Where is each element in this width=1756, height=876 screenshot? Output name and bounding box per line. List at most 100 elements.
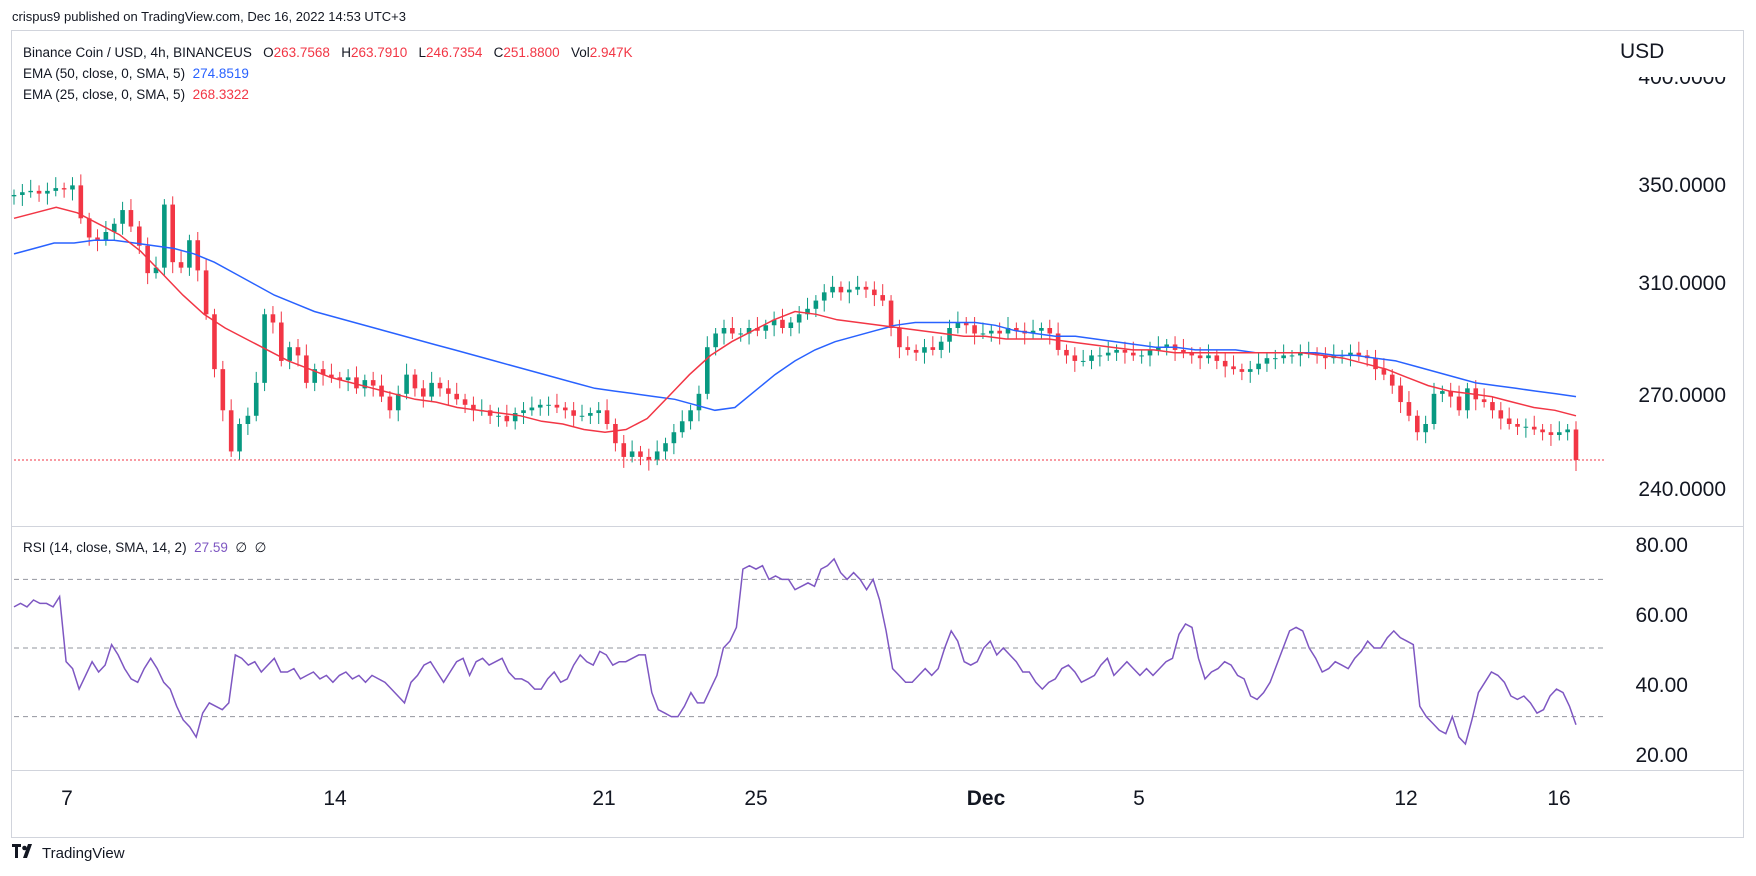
ema50-legend[interactable]: EMA (50, close, 0, SMA, 5) 274.8519 (23, 66, 249, 81)
price-tick-240: 240.0000 (1638, 478, 1726, 501)
candle-body (28, 190, 34, 193)
candle-body (1523, 426, 1529, 428)
candle-body (1465, 388, 1470, 411)
candle-body (562, 407, 568, 411)
volume-value: 2.947K (589, 45, 633, 60)
candle-body (638, 451, 643, 457)
candle-body (1264, 358, 1270, 364)
candle-body (103, 232, 109, 241)
x-tick-25: 25 (744, 787, 768, 810)
candle-body (212, 314, 217, 370)
candle-body (446, 388, 451, 394)
candle-body (20, 192, 25, 195)
candle-body (454, 393, 460, 400)
candle-body (1381, 369, 1387, 375)
candle-body (1072, 355, 1078, 361)
candle-body (671, 432, 677, 444)
candle-body (1097, 355, 1103, 357)
candle-body (1456, 396, 1462, 411)
candle-body (788, 322, 794, 328)
candle-body (1105, 352, 1111, 356)
currency-label[interactable]: USD (1620, 40, 1665, 63)
ema25-legend[interactable]: EMA (25, close, 0, SMA, 5) 268.3322 (23, 87, 249, 102)
close-value: 251.8800 (503, 45, 560, 60)
candle-body (53, 188, 59, 191)
candle-body (738, 333, 744, 335)
candle-body (1189, 352, 1195, 356)
candle-body (1256, 363, 1261, 370)
candle-body (838, 286, 844, 293)
candle-body (579, 415, 585, 417)
candle-body (237, 424, 242, 452)
candle-body (320, 369, 326, 375)
published-by-text: crispus9 published on TradingView.com, D… (12, 9, 406, 24)
candle-body (571, 410, 576, 416)
x-tick-21: 21 (592, 787, 616, 810)
candle-body (270, 314, 276, 323)
candle-body (863, 286, 869, 290)
ema50-value: 274.8519 (192, 66, 249, 81)
candle-body (136, 226, 142, 246)
candle-body (1122, 349, 1128, 353)
candle-body (1039, 328, 1044, 331)
candle-body (1014, 328, 1019, 331)
rsi-legend[interactable]: RSI (14, close, SMA, 14, 2) 27.59 ∅ ∅ (23, 540, 266, 556)
high-label: H (341, 45, 351, 60)
candle-body (663, 443, 668, 452)
candle-body (1289, 355, 1295, 357)
candle-body (913, 349, 919, 353)
ema25-label: EMA (25, close, 0, SMA, 5) (23, 87, 186, 102)
candle-body (471, 404, 476, 411)
candle-body (120, 210, 125, 224)
candle-body (613, 424, 618, 444)
candle-body (512, 413, 518, 422)
candle-body (370, 380, 376, 386)
candle-body (220, 369, 226, 411)
candle-body (955, 322, 961, 328)
candle-body (1147, 349, 1153, 356)
candle-body (362, 380, 368, 389)
brand-name: TradingView (42, 844, 125, 862)
candle-body (187, 240, 192, 268)
candle-body (1272, 358, 1278, 360)
candle-body (11, 194, 17, 197)
rsi-empty-2: ∅ (254, 540, 267, 555)
candle-body (1222, 360, 1228, 367)
candle-body (95, 237, 100, 241)
tradingview-brand[interactable]: TradingView (12, 844, 125, 862)
candle-body (554, 404, 560, 408)
candle-body (905, 347, 911, 350)
candle-body (1206, 355, 1211, 359)
chart-frame (11, 30, 1744, 838)
candle-body (771, 319, 777, 326)
candle-body (245, 415, 251, 424)
close-label: C (493, 45, 504, 60)
candle-body (763, 325, 769, 331)
candle-body (1139, 355, 1144, 357)
candle-body (604, 410, 610, 424)
candle-body (938, 341, 944, 350)
candle-body (997, 330, 1002, 334)
candle-body (1348, 352, 1353, 356)
candle-body (805, 308, 810, 315)
candle-body (537, 404, 543, 408)
candle-body (504, 415, 510, 422)
candle-body (1406, 402, 1412, 416)
candle-body (496, 415, 501, 417)
candle-body (1515, 424, 1520, 427)
candle-body (688, 410, 693, 422)
candle-body (1565, 429, 1570, 433)
candle-body (1389, 374, 1395, 386)
rsi-value: 27.59 (194, 540, 228, 555)
candle-body (1055, 333, 1061, 350)
candle-body (1214, 355, 1220, 361)
symbol-legend: Binance Coin / USD, 4h, BINANCEUS O263.7… (23, 45, 633, 60)
rsi-empty-1: ∅ (235, 540, 248, 555)
candle-body (780, 319, 785, 328)
candle-body (1323, 355, 1328, 359)
open-label: O (263, 45, 274, 60)
candle-body (713, 333, 718, 348)
candle-body (429, 382, 434, 397)
high-value: 263.7910 (350, 45, 408, 60)
